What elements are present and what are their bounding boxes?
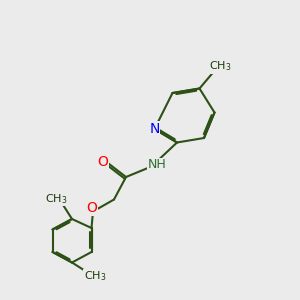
Text: O: O <box>98 155 108 169</box>
Text: N: N <box>149 122 160 136</box>
Text: CH$_3$: CH$_3$ <box>45 192 67 206</box>
Text: NH: NH <box>148 158 166 172</box>
Text: O: O <box>86 201 97 215</box>
Text: CH$_3$: CH$_3$ <box>209 60 232 74</box>
Text: CH$_3$: CH$_3$ <box>84 269 106 283</box>
